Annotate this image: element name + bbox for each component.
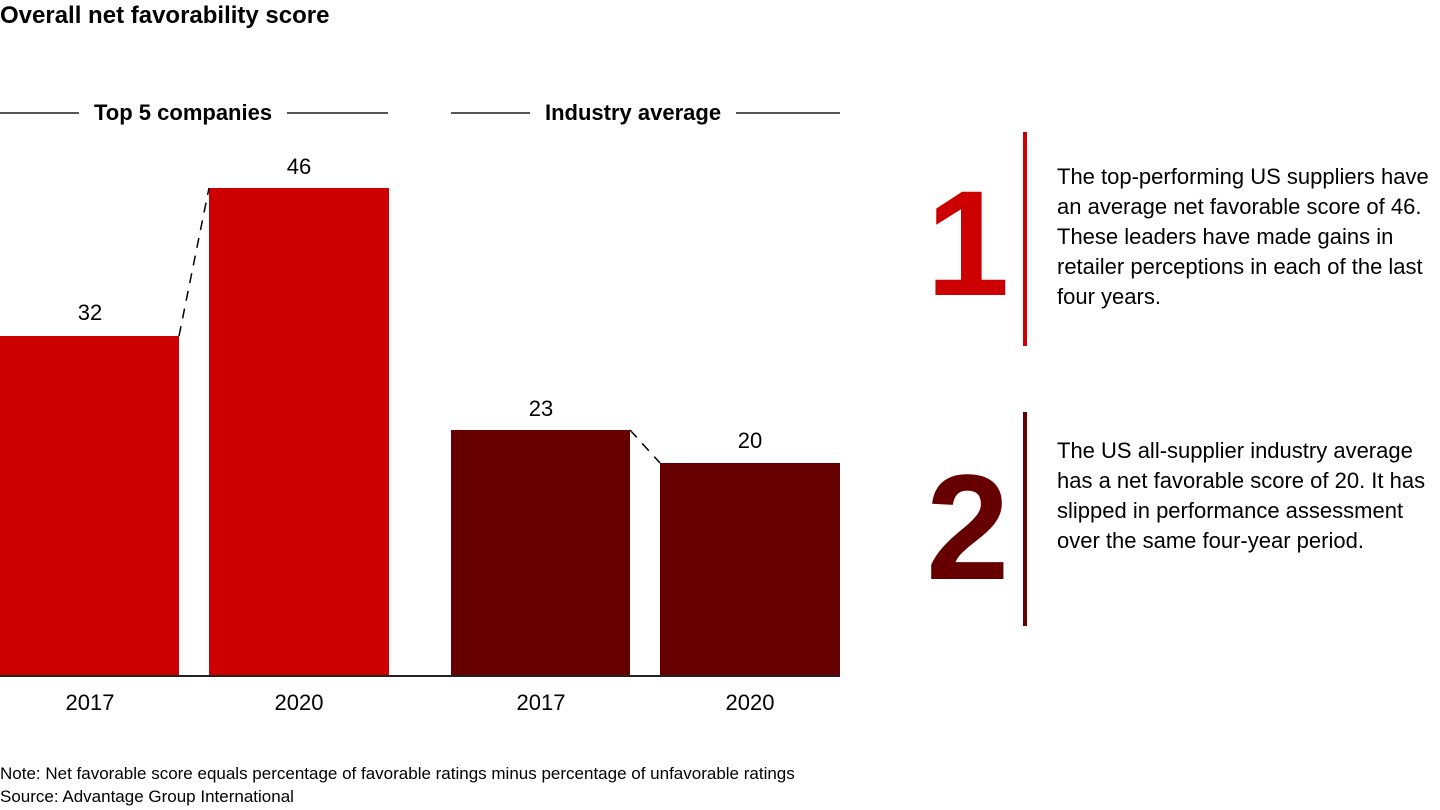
footnote-source: Source: Advantage Group International: [0, 787, 294, 806]
chart-title: Overall net favorability score: [0, 2, 330, 29]
callout-1: 1 The top-performing US suppliers have a…: [920, 132, 1440, 347]
callout-2: 2 The US all-supplier industry average h…: [920, 412, 1440, 627]
footnote-note: Note: Net favorable score equals percent…: [0, 764, 795, 783]
callout-text-2: The US all-supplier industry average has…: [1057, 438, 1426, 553]
connector-top5: [178, 187, 210, 337]
bar-industry-2020: [660, 463, 840, 676]
callout-number-1: 1: [926, 159, 1010, 327]
x-tick-top5-2017: 2017: [65, 690, 115, 715]
callout-number-2: 2: [926, 443, 1010, 611]
callout-divider-2: [1023, 412, 1027, 626]
bar-value-industry-2017: 23: [528, 396, 554, 421]
bar-top5-2017: [0, 336, 179, 676]
callout-divider-1: [1023, 132, 1027, 346]
x-tick-industry-2017: 2017: [516, 690, 566, 715]
bar-value-top5-2017: 32: [77, 300, 103, 325]
header-rule-left: [0, 112, 79, 114]
x-tick-top5-2020: 2020: [274, 690, 324, 715]
group-header-top5: Top 5 companies: [0, 98, 388, 128]
x-axis-line: [0, 675, 840, 677]
group-header-industry: Industry average: [451, 98, 840, 128]
connector-industry: [629, 429, 661, 464]
group-label-industry: Industry average: [545, 100, 722, 125]
header-rule-right: [287, 112, 388, 114]
header-rule-right: [736, 112, 840, 114]
group-label-top5: Top 5 companies: [94, 100, 273, 125]
header-rule-left: [451, 112, 530, 114]
bar-value-top5-2020: 46: [286, 154, 312, 179]
bar-industry-2017: [451, 430, 630, 676]
bar-top5-2020: [209, 188, 389, 676]
x-tick-industry-2020: 2020: [725, 690, 775, 715]
bar-value-industry-2020: 20: [737, 428, 763, 453]
callout-text-1: The top-performing US suppliers have an …: [1057, 164, 1429, 309]
